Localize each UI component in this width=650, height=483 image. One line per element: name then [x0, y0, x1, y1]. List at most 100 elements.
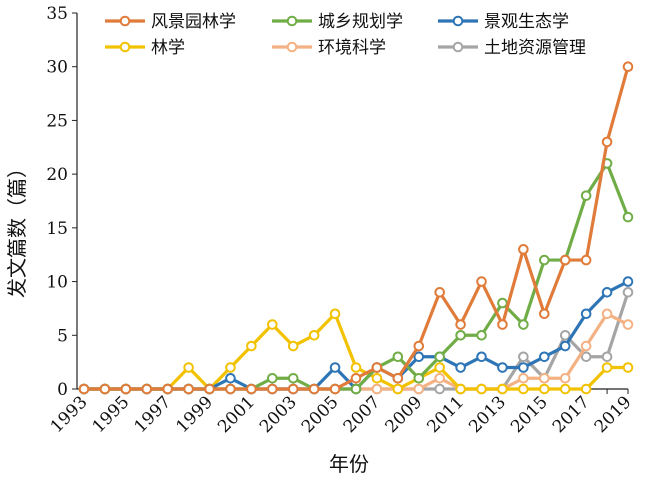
- data-point: [287, 372, 299, 384]
- data-point: [580, 254, 592, 266]
- data-point: [455, 362, 466, 373]
- data-point: [350, 372, 362, 384]
- x-tick-label: 2001: [214, 392, 259, 437]
- data-point: [204, 383, 215, 395]
- x-axis-title: 年份: [329, 452, 369, 476]
- x-tick-label: 2011: [423, 392, 468, 437]
- data-point: [518, 383, 529, 395]
- data-point: [559, 329, 571, 341]
- data-point: [371, 383, 383, 395]
- y-tick-label: 5: [57, 326, 68, 346]
- data-point: [622, 276, 634, 287]
- data-point: [539, 308, 550, 320]
- data-point: [601, 308, 613, 320]
- series-layer: [78, 61, 634, 395]
- legend-label: 土地资源管理: [484, 38, 586, 58]
- legend-label: 环境科学: [318, 38, 386, 58]
- legend-label: 风景园林学: [151, 12, 236, 32]
- data-point: [476, 329, 487, 341]
- data-point: [518, 244, 529, 255]
- series-group: [78, 61, 634, 395]
- x-tick-label: 2013: [465, 392, 510, 437]
- data-point: [99, 383, 111, 395]
- data-point: [559, 340, 571, 352]
- x-tick-label: 2003: [256, 392, 301, 437]
- data-point: [622, 362, 634, 373]
- data-point: [392, 351, 404, 363]
- data-point: [601, 136, 613, 148]
- data-point: [183, 362, 194, 373]
- x-tick-label: 2017: [549, 392, 594, 437]
- data-point: [246, 383, 257, 395]
- x-tick-label: 1999: [172, 392, 217, 437]
- x-tick-label: 2015: [507, 392, 552, 437]
- data-point: [539, 383, 550, 395]
- data-point: [141, 383, 153, 395]
- data-point: [622, 211, 634, 223]
- x-tick-label: 2019: [591, 392, 636, 437]
- data-point: [392, 372, 404, 384]
- data-point: [225, 383, 236, 395]
- data-point: [518, 362, 529, 373]
- legend-item: 风景园林学: [105, 12, 236, 32]
- data-point: [413, 340, 425, 352]
- data-point: [434, 372, 445, 384]
- y-tick-label: 15: [46, 219, 68, 239]
- data-point: [601, 287, 613, 298]
- data-point: [497, 297, 508, 309]
- data-point: [246, 340, 257, 352]
- data-point: [413, 351, 425, 363]
- legend-label: 景观生态学: [484, 12, 569, 32]
- legend-swatch-marker: [119, 41, 131, 53]
- legend-label: 林学: [151, 38, 185, 58]
- data-point: [580, 383, 592, 395]
- data-point: [308, 329, 320, 341]
- data-point: [267, 383, 278, 395]
- data-point: [455, 329, 466, 341]
- data-point: [559, 383, 571, 395]
- data-point: [329, 362, 341, 373]
- y-tick-label: 35: [46, 4, 68, 24]
- data-point: [434, 351, 445, 363]
- data-point: [601, 362, 613, 373]
- legend-item: 景观生态学: [438, 12, 569, 32]
- data-point: [225, 362, 236, 373]
- legend-swatch-marker: [119, 15, 131, 27]
- series-line: [84, 66, 630, 391]
- data-point: [392, 383, 404, 395]
- data-point: [497, 319, 508, 330]
- data-point: [120, 383, 132, 395]
- data-point: [622, 61, 634, 73]
- data-point: [329, 383, 341, 395]
- data-point: [518, 319, 529, 330]
- data-point: [371, 372, 383, 384]
- data-point: [434, 287, 445, 298]
- data-point: [455, 383, 466, 395]
- data-point: [518, 372, 529, 384]
- data-point: [413, 372, 425, 384]
- data-point: [539, 254, 550, 266]
- x-tick-label: 1997: [130, 392, 175, 437]
- data-point: [308, 383, 320, 395]
- data-point: [329, 308, 341, 320]
- data-point: [183, 383, 194, 395]
- data-point: [413, 383, 425, 395]
- x-tick-label: 1995: [89, 392, 134, 437]
- y-tick-label: 20: [46, 165, 68, 185]
- data-point: [476, 351, 487, 363]
- data-point: [476, 383, 487, 395]
- data-point: [622, 319, 634, 330]
- data-point: [476, 276, 487, 287]
- data-point: [267, 372, 278, 384]
- data-point: [350, 362, 362, 373]
- data-point: [580, 190, 592, 201]
- legend-swatch-marker: [286, 41, 298, 53]
- y-tick-label: 25: [46, 111, 68, 131]
- data-point: [287, 383, 299, 395]
- data-point: [518, 351, 529, 363]
- legend-swatch-marker: [452, 41, 464, 53]
- y-tick-label: 0: [57, 380, 68, 400]
- x-tick-label: 2007: [340, 392, 385, 437]
